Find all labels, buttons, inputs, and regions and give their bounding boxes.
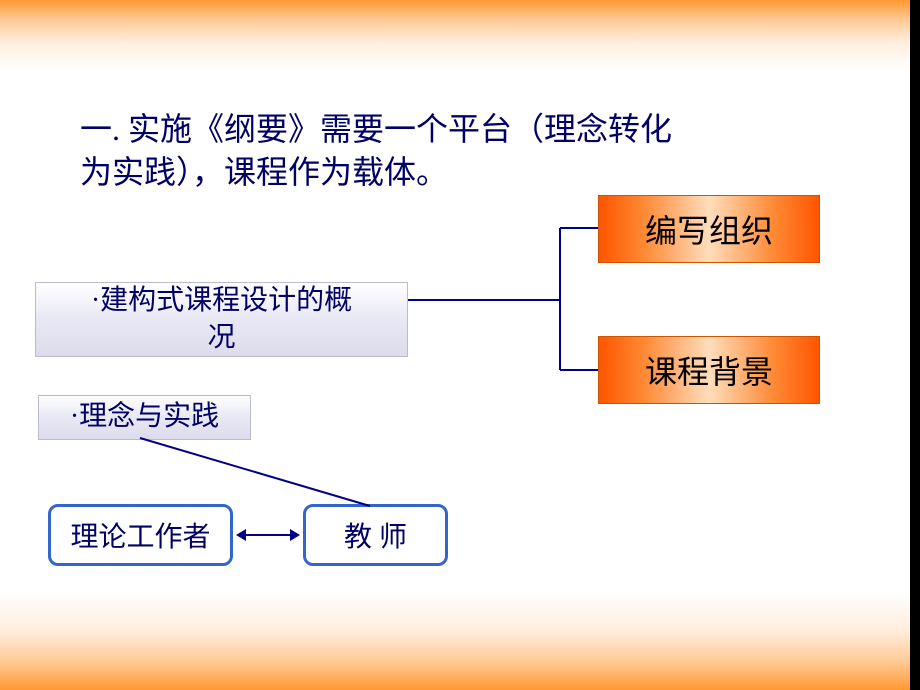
heading-line1: 一. 实施《纲要》需要一个平台（理念转化 <box>80 108 672 151</box>
bottom-gradient-bar <box>0 590 920 690</box>
writing-org-text: 编写组织 <box>645 206 773 252</box>
node-theorist: 理论工作者 <box>48 504 233 566</box>
top-gradient-bar <box>0 0 920 70</box>
node-course-bg: 课程背景 <box>598 336 820 404</box>
right-edge-bar <box>910 0 920 690</box>
node-concept-overview: ·建构式课程设计的概 况 <box>35 282 408 357</box>
course-bg-text: 课程背景 <box>645 347 773 393</box>
teacher-text: 教 师 <box>344 515 407 555</box>
theorist-text: 理论工作者 <box>70 515 210 555</box>
concept-overview-line1: ·建构式课程设计的概 <box>91 283 352 319</box>
node-theory-practice: ·理念与实践 <box>38 395 251 440</box>
node-writing-org: 编写组织 <box>598 195 820 263</box>
concept-overview-line2: 况 <box>207 320 235 356</box>
theory-practice-text: ·理念与实践 <box>70 399 219 435</box>
node-teacher: 教 师 <box>303 504 448 566</box>
slide-heading: 一. 实施《纲要》需要一个平台（理念转化 为实践），课程作为载体。 <box>80 108 672 194</box>
heading-line2: 为实践），课程作为载体。 <box>80 151 672 194</box>
